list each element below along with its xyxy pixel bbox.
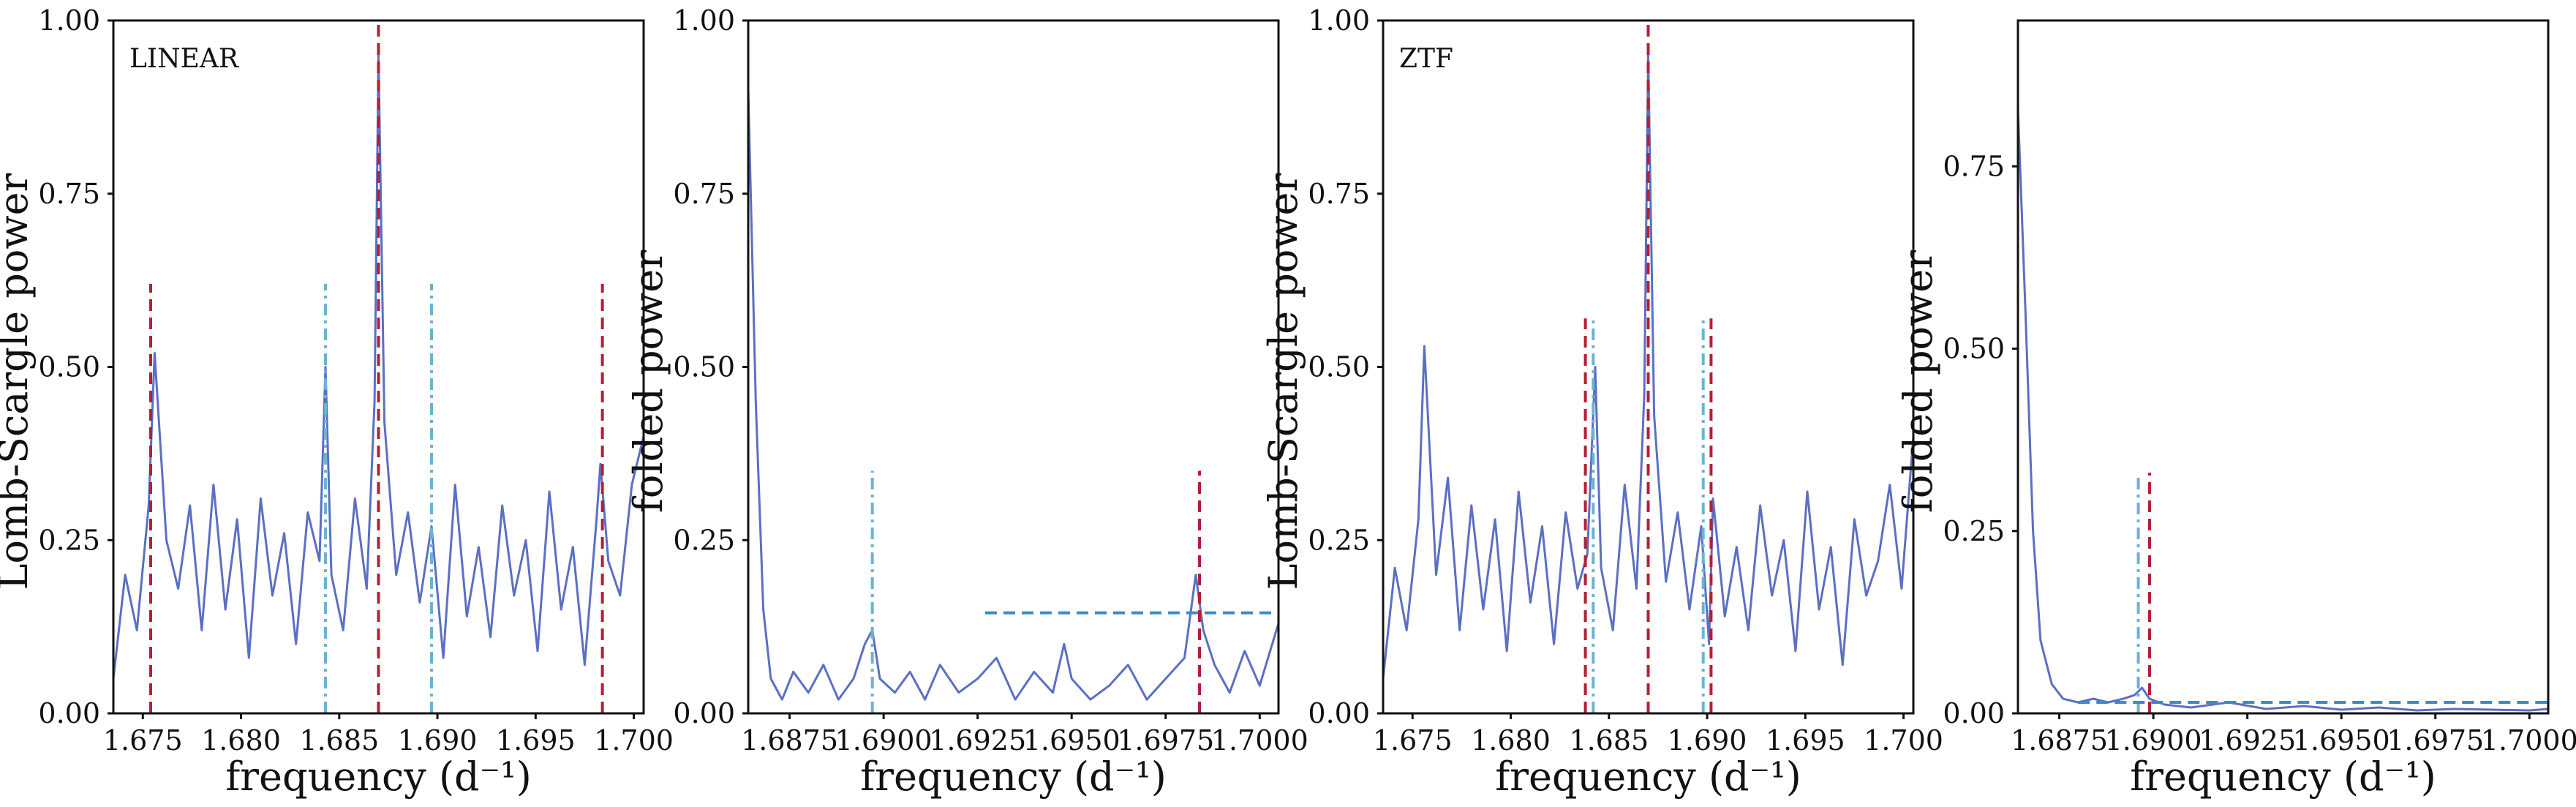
- y-tick-label: 0.25: [38, 524, 100, 556]
- x-tick-label: 1.700: [594, 724, 674, 757]
- x-tick-label: 1.690: [398, 724, 478, 757]
- x-axis-label: frequency (d⁻¹): [225, 754, 532, 800]
- plot-frame: [2016, 19, 2550, 715]
- y-tick-label: 0.50: [1943, 333, 2005, 365]
- y-tick-label: 0.75: [38, 178, 100, 210]
- x-axis-label: frequency (d⁻¹): [2130, 754, 2436, 800]
- x-tick-label: 1.6950: [2293, 724, 2390, 757]
- y-tick-label: 1.00: [38, 4, 100, 37]
- y-tick-label: 0.25: [1943, 515, 2005, 547]
- y-tick-label: 0.00: [38, 697, 100, 729]
- x-tick-label: 1.685: [1569, 724, 1649, 757]
- plot-frame: [747, 19, 1280, 715]
- y-tick-label: 0.75: [673, 178, 735, 210]
- panel-label: ZTF: [1399, 44, 1453, 74]
- x-tick-label: 1.695: [496, 724, 576, 757]
- x-tick-label: 1.690: [1668, 724, 1747, 757]
- x-tick-label: 1.6975: [1117, 724, 1214, 757]
- x-tick-label: 1.680: [201, 724, 281, 757]
- y-tick-label: 0.50: [673, 351, 735, 383]
- y-axis-label: Lomb-Scargle power: [1260, 173, 1306, 590]
- x-tick-label: 1.680: [1471, 724, 1551, 757]
- plot-area: [113, 20, 644, 713]
- series-line: [113, 53, 644, 679]
- x-tick-label: 1.700: [1864, 724, 1943, 757]
- y-axis-label: folded power: [625, 250, 671, 513]
- y-tick-label: 1.00: [1308, 4, 1370, 37]
- x-tick-label: 1.6875: [741, 724, 838, 757]
- y-tick-label: 0.25: [673, 524, 735, 556]
- series-line: [748, 89, 1278, 701]
- x-tick-label: 1.6925: [929, 724, 1026, 757]
- panel-3: 1.675 1.680 1.685 1.690 1.695 1.700 0.00 0.25 0.…: [1260, 4, 1943, 800]
- panel-1: 1.675 1.680 1.685 1.690 1.695 1.700 0.00 0.25 0.…: [0, 4, 674, 800]
- x-axis-label: frequency (d⁻¹): [1495, 754, 1801, 800]
- y-tick-label: 0.75: [1943, 150, 2005, 182]
- x-tick-label: 1.6925: [2199, 724, 2296, 757]
- y-axis-label: folded power: [1895, 250, 1941, 513]
- x-tick-label: 1.6950: [1023, 724, 1121, 757]
- x-tick-label: 1.7000: [1211, 724, 1308, 757]
- x-tick-label: 1.7000: [2481, 724, 2576, 757]
- panel-label: LINEAR: [129, 44, 239, 74]
- x-axis-label: frequency (d⁻¹): [860, 754, 1167, 800]
- series-line: [2018, 108, 2548, 712]
- x-tick-label: 1.6875: [2011, 724, 2108, 757]
- y-tick-label: 0.75: [1308, 178, 1370, 210]
- x-tick-label: 1.675: [103, 724, 183, 757]
- y-tick-label: 0.50: [38, 351, 100, 383]
- y-axis-label: Lomb-Scargle power: [0, 173, 37, 590]
- plot-area: [1383, 20, 1913, 713]
- y-tick-label: 0.00: [673, 697, 735, 729]
- x-tick-label: 1.675: [1373, 724, 1453, 757]
- x-tick-label: 1.6975: [2387, 724, 2484, 757]
- plot-area: [2018, 108, 2548, 713]
- series-line: [1383, 53, 1913, 679]
- x-tick-label: 1.6900: [835, 724, 933, 757]
- y-tick-label: 1.00: [673, 4, 735, 37]
- y-tick-label: 0.25: [1308, 524, 1370, 556]
- y-tick-label: 0.00: [1308, 697, 1370, 729]
- y-tick-label: 0.00: [1943, 697, 2005, 729]
- plot-area: [748, 89, 1278, 713]
- x-tick-label: 1.695: [1766, 724, 1845, 757]
- y-tick-label: 0.50: [1308, 351, 1370, 383]
- x-tick-label: 1.685: [299, 724, 379, 757]
- x-tick-label: 1.6900: [2105, 724, 2202, 757]
